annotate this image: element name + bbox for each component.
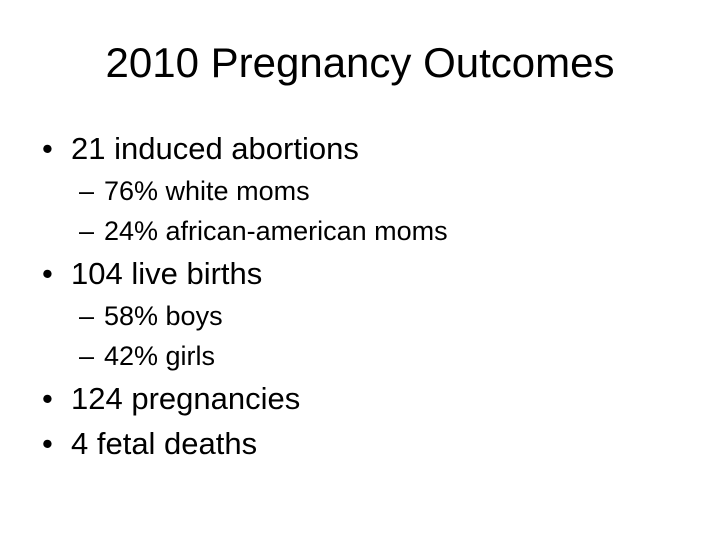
- bullet-text: 24% african-american moms: [104, 216, 448, 246]
- dash-icon: –: [79, 301, 95, 331]
- bullet-item: –76% white moms: [0, 171, 720, 211]
- bullet-icon: •: [42, 426, 53, 461]
- bullet-item: • 104 live births: [0, 251, 720, 296]
- bullet-item: –24% african-american moms: [0, 211, 720, 251]
- dash-icon: –: [79, 341, 95, 371]
- bullet-item: –58% boys: [0, 296, 720, 336]
- bullet-text: 4 fetal deaths: [71, 426, 258, 461]
- bullet-text: 104 live births: [71, 256, 263, 291]
- bullet-icon: •: [42, 256, 53, 291]
- bullet-item: • 4 fetal deaths: [0, 421, 720, 466]
- bullet-item: • 21 induced abortions: [0, 126, 720, 171]
- slide-title: 2010 Pregnancy Outcomes: [105, 39, 615, 86]
- bullet-item: • 124 pregnancies: [0, 376, 720, 421]
- bullet-item: –42% girls: [0, 336, 720, 376]
- dash-icon: –: [79, 176, 95, 206]
- bullet-text: 76% white moms: [104, 176, 310, 206]
- bullet-icon: •: [42, 131, 53, 166]
- bullet-text: 42% girls: [104, 341, 216, 371]
- bullet-text: 21 induced abortions: [71, 131, 359, 166]
- bullet-icon: •: [42, 381, 53, 416]
- bullet-text: 58% boys: [104, 301, 223, 331]
- dash-icon: –: [79, 216, 95, 246]
- bullet-text: 124 pregnancies: [71, 381, 301, 416]
- bullet-list: • 21 induced abortions –76% white moms –24%…: [0, 126, 720, 466]
